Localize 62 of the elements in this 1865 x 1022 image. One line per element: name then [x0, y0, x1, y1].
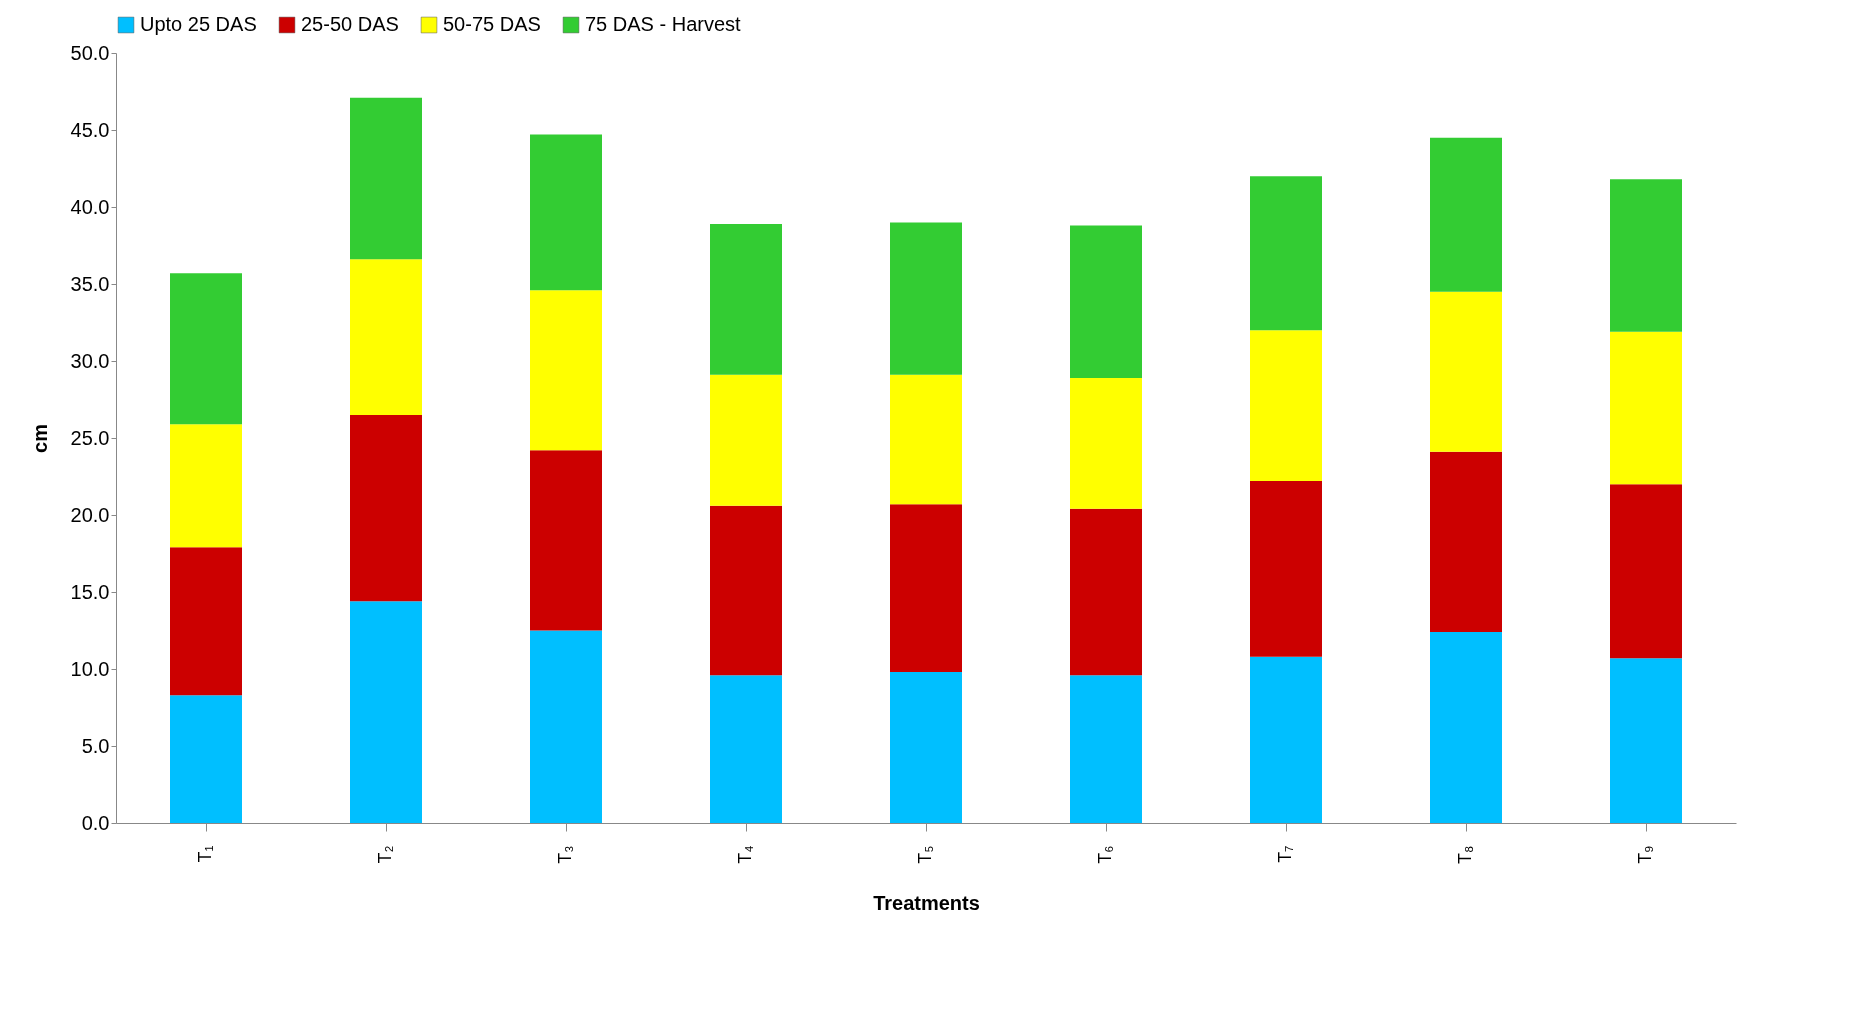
bar [1610, 179, 1682, 332]
x-tick-label: T₉ [1635, 845, 1655, 864]
y-tick-label: 40.0 [70, 195, 110, 218]
y-tick-label: 5.0 [81, 734, 110, 757]
y-tick-label: 25.0 [70, 426, 110, 449]
bar [890, 672, 962, 823]
bar [1610, 331, 1682, 485]
x-tick-label: T₆ [1095, 845, 1115, 864]
x-tick-label: T₁ [195, 845, 215, 863]
bar [890, 504, 962, 673]
y-tick-label: 30.0 [70, 349, 110, 372]
y-tick-label: 10.0 [70, 657, 110, 680]
bar [1250, 481, 1322, 657]
bar [350, 414, 422, 602]
y-tick-label: 50.0 [70, 41, 110, 64]
bar [170, 547, 242, 696]
x-tick-label: T₅ [915, 845, 935, 864]
bar [890, 374, 962, 505]
bar [170, 424, 242, 548]
legend-label: 75 DAS - Harvest [585, 13, 742, 35]
bar [710, 374, 782, 506]
bar [1610, 484, 1682, 659]
bar [170, 273, 242, 425]
bar [1430, 291, 1502, 452]
bar [1250, 176, 1322, 331]
bar [890, 222, 962, 375]
y-tick-label: 15.0 [70, 580, 110, 603]
bar [350, 259, 422, 415]
bar [1070, 675, 1142, 823]
x-tick-label: T₃ [555, 845, 575, 864]
legend-label: 25-50 DAS [301, 13, 399, 35]
bar [170, 695, 242, 823]
bar [1430, 451, 1502, 633]
bar [1070, 508, 1142, 676]
x-tick-label: T₇ [1275, 845, 1295, 863]
bar [530, 450, 602, 631]
y-tick-label: 35.0 [70, 272, 110, 295]
legend-label: 50-75 DAS [443, 13, 541, 35]
bar [1250, 656, 1322, 823]
x-tick-label: T₂ [375, 845, 395, 864]
bar [350, 97, 422, 260]
bar [710, 223, 782, 375]
bar [350, 601, 422, 823]
x-tick-label: T₈ [1455, 845, 1475, 864]
bar [1250, 330, 1322, 482]
y-axis-title: cm [28, 424, 51, 453]
legend-label: Upto 25 DAS [140, 13, 257, 35]
y-tick-label: 0.0 [81, 811, 110, 834]
bar [1430, 632, 1502, 823]
x-axis-title: Treatments [873, 891, 980, 914]
bar [1610, 658, 1682, 823]
bar [530, 134, 602, 291]
x-tick-label: T₄ [735, 845, 755, 864]
bar [530, 290, 602, 451]
bar [1430, 137, 1502, 292]
y-tick-label: 20.0 [70, 503, 110, 526]
bar [710, 505, 782, 676]
bar [530, 630, 602, 823]
y-tick-label: 45.0 [70, 118, 110, 141]
bar [710, 675, 782, 823]
bar [1070, 225, 1142, 378]
bar [1070, 377, 1142, 509]
